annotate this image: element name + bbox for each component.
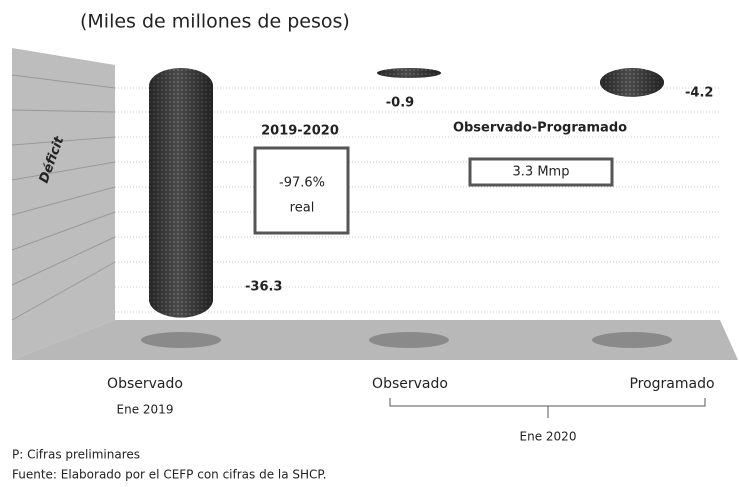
bar-shade — [600, 68, 664, 97]
x-tick-label: Observado — [372, 376, 448, 392]
annotation: -97.6% — [279, 176, 325, 191]
subtitle: (Miles de millones de pesos) — [80, 11, 350, 33]
x-tick-label: Observado — [107, 376, 183, 392]
wall-lines — [11, 74, 116, 321]
floor-shadows — [141, 332, 672, 348]
group-label: Ene 2019 — [117, 403, 174, 417]
annotation: real — [290, 201, 315, 216]
value-label: -0.9 — [386, 96, 414, 111]
annotation: 3.3 Mmp — [513, 165, 570, 180]
annotation-box — [253, 146, 350, 235]
note: Fuente: Elaborado por el CEFP con cifras… — [12, 468, 327, 482]
annotation-box — [468, 157, 614, 187]
grid — [115, 87, 720, 313]
value-label: -36.3 — [245, 280, 282, 295]
back-wall — [12, 48, 115, 360]
annotation: 2019-2020 — [261, 124, 339, 139]
note: P: Cifras preliminares — [12, 448, 140, 462]
annotation: Observado-Programado — [453, 121, 627, 136]
bar-shade — [377, 68, 441, 78]
x-tick-label: Programado — [629, 376, 714, 392]
value-label: -4.2 — [685, 86, 713, 101]
group-label: Ene 2020 — [520, 430, 577, 444]
group-bracket — [389, 398, 706, 418]
bar-shade — [149, 68, 213, 318]
